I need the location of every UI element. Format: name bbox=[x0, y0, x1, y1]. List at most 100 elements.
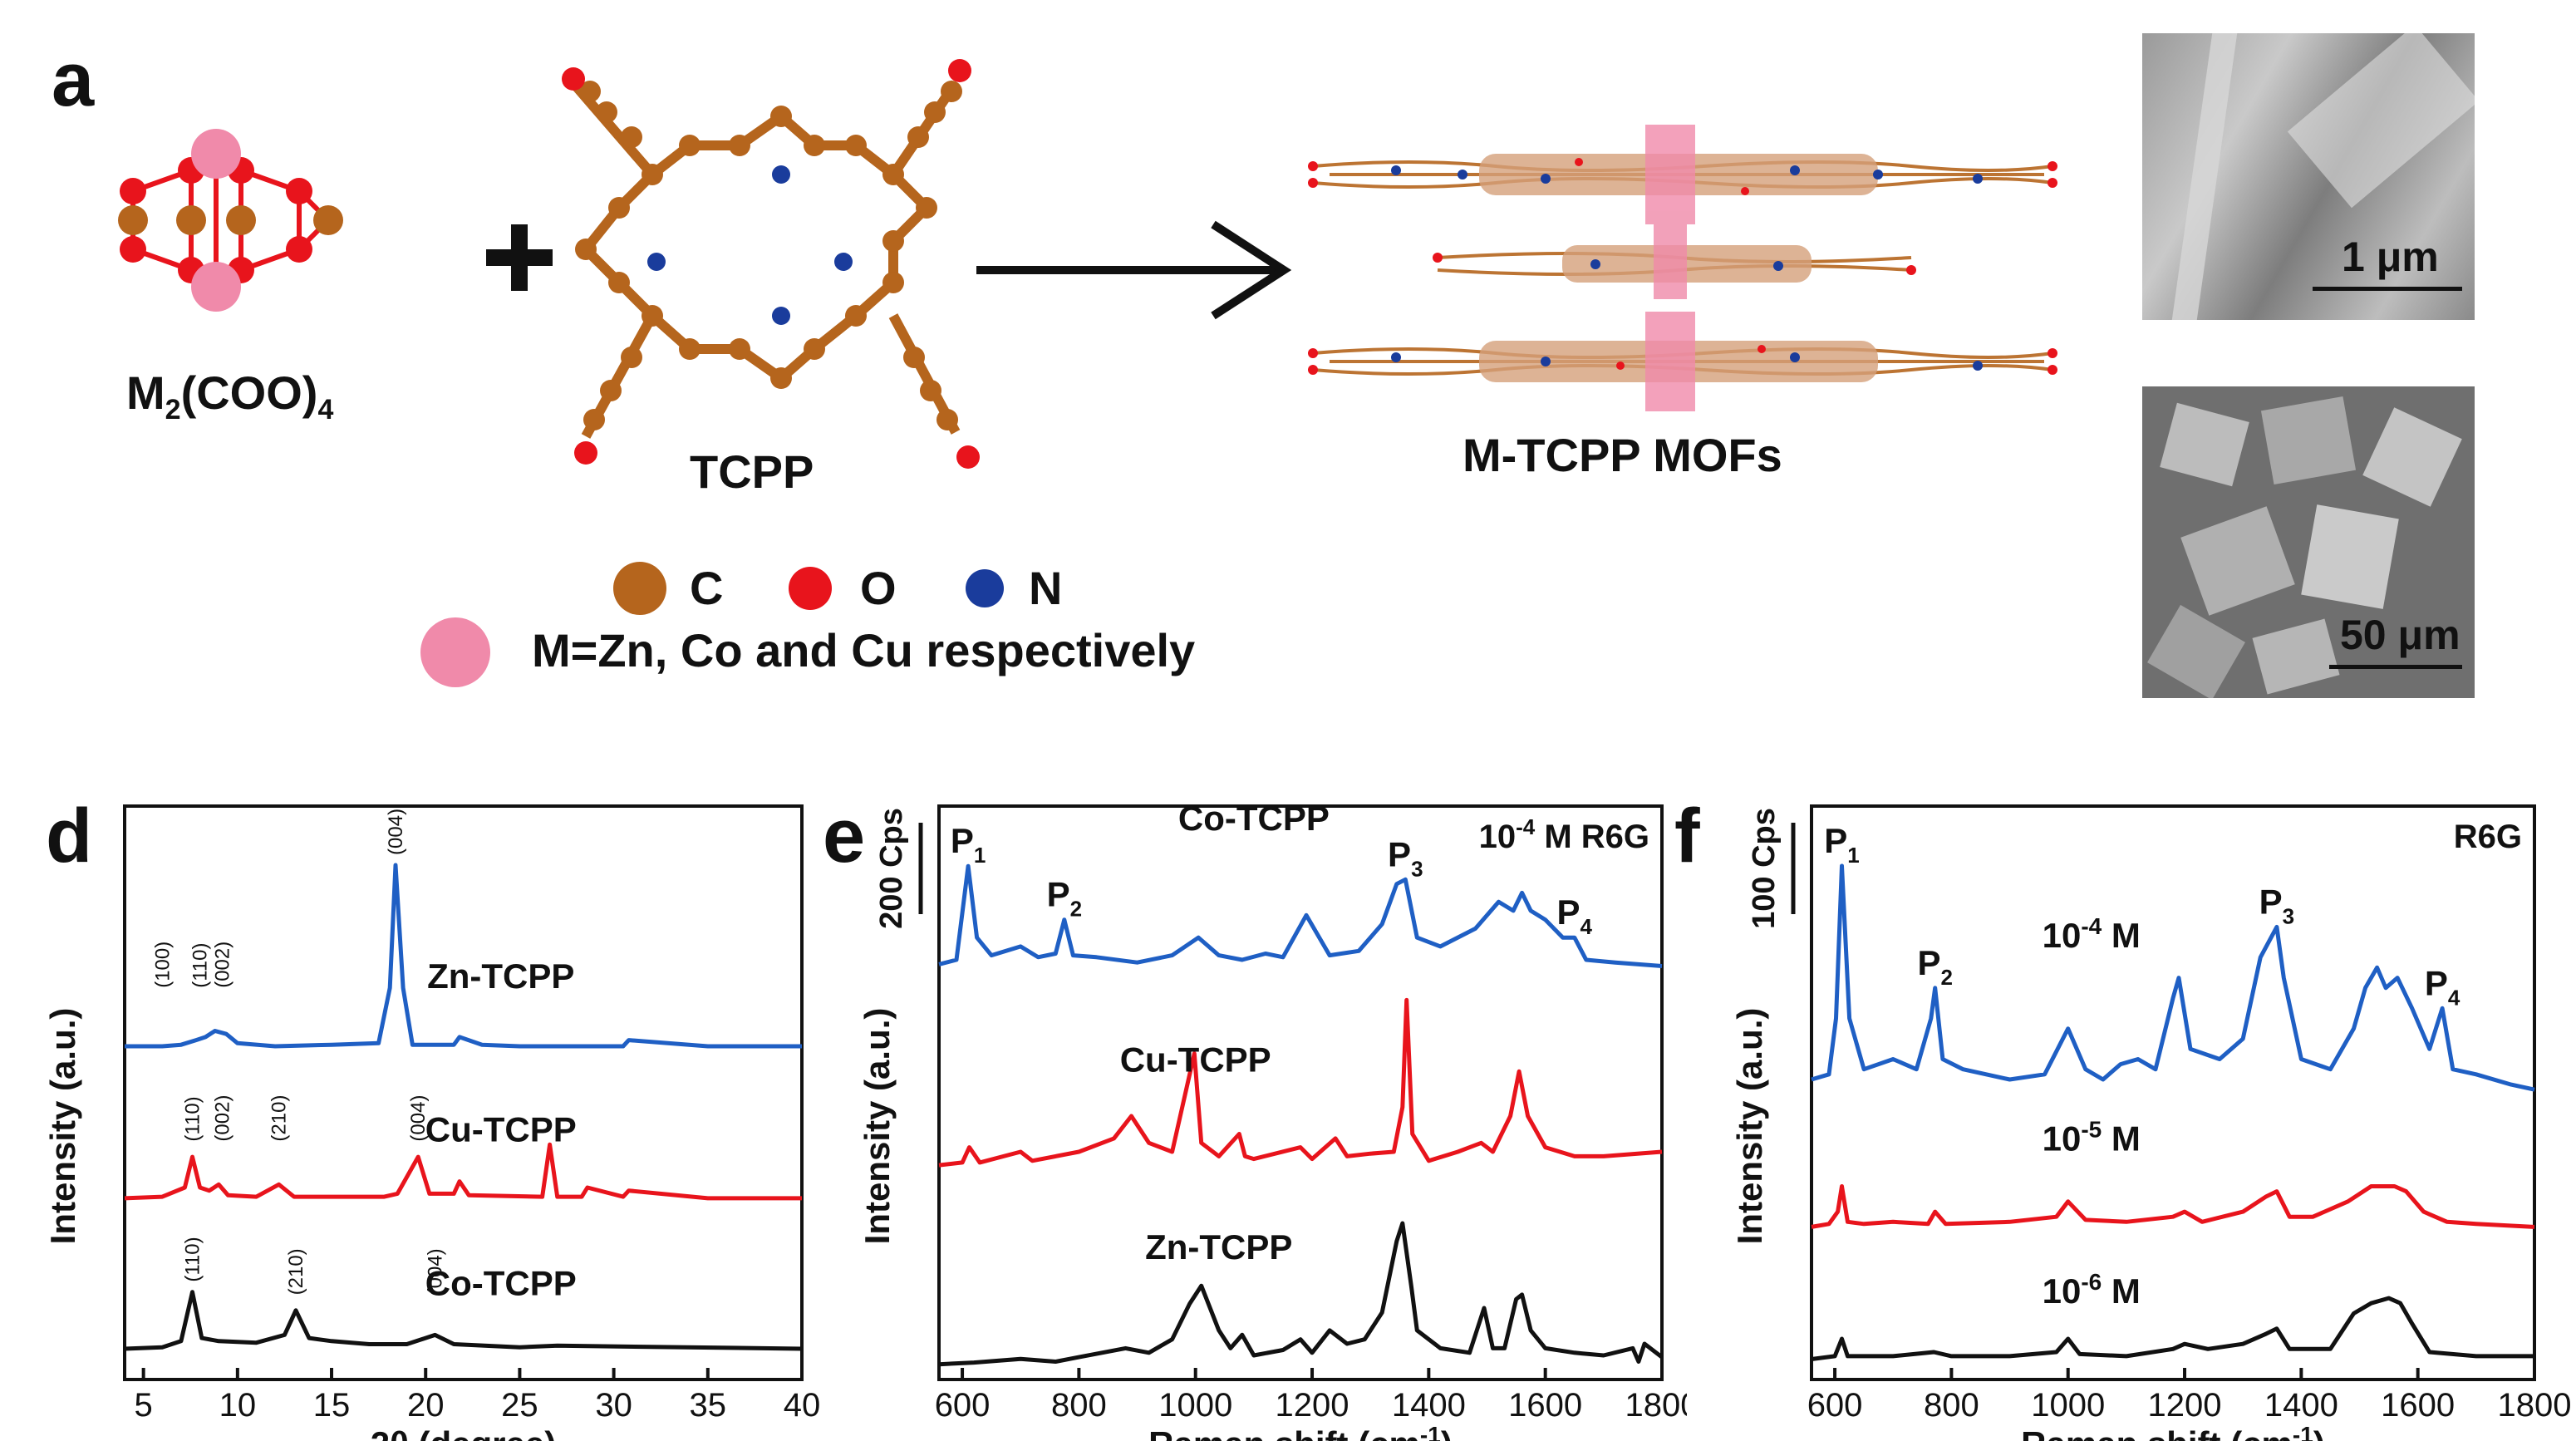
peak-label: P3 bbox=[1388, 834, 1423, 881]
peak-label: (110) bbox=[182, 1237, 204, 1281]
peak-label: P2 bbox=[1917, 943, 1952, 990]
peak-label-sub: 1 bbox=[1847, 843, 1859, 868]
peak-label: (210) bbox=[285, 1248, 307, 1295]
annotation-sup: -4 bbox=[1516, 814, 1536, 839]
x-tick-label: 1600 bbox=[1508, 1387, 1582, 1424]
series-line-1 bbox=[938, 997, 1663, 1168]
annotation-post: M R6G bbox=[1535, 819, 1649, 855]
series-label: Cu-TCPP bbox=[1120, 1040, 1271, 1079]
x-tick-label: 1000 bbox=[2031, 1387, 2105, 1424]
x-axis-label-end: ) bbox=[1441, 1424, 1453, 1441]
mof-layers-model bbox=[1308, 125, 2057, 411]
series-line-1 bbox=[124, 1142, 802, 1201]
x-tick-label: 10 bbox=[219, 1387, 257, 1424]
x-tick-label: 1400 bbox=[2264, 1387, 2338, 1424]
peak-label: P4 bbox=[1557, 893, 1593, 939]
series-label-sup: -4 bbox=[2081, 913, 2102, 939]
peak-label: (110) bbox=[189, 943, 212, 988]
x-tick-label: 1200 bbox=[1276, 1387, 1349, 1424]
x-tick-label: 40 bbox=[784, 1387, 821, 1424]
peak-label: P4 bbox=[2425, 963, 2460, 1010]
series-label: 10-6 M bbox=[2043, 1269, 2141, 1311]
series-line-0 bbox=[938, 863, 1663, 968]
series-line-2 bbox=[938, 1221, 1664, 1367]
series-label-sup: -6 bbox=[2081, 1269, 2102, 1295]
axes-frame bbox=[1810, 804, 2536, 1381]
peak-label: (210) bbox=[268, 1095, 291, 1142]
x-tick-label: 800 bbox=[1924, 1387, 1979, 1424]
peak-label: P3 bbox=[2259, 882, 2294, 928]
x-tick-label: 20 bbox=[407, 1387, 445, 1424]
series-label: Zn-TCPP bbox=[1145, 1227, 1292, 1266]
y-axis-label: Intensity (a.u.) bbox=[43, 1008, 82, 1245]
x-tick-label: 1200 bbox=[2148, 1387, 2222, 1424]
chart-annotation: 10-4 M R6G bbox=[1479, 814, 1649, 855]
peak-label: P2 bbox=[1047, 875, 1082, 922]
legend-oxygen: O bbox=[860, 562, 897, 614]
panel-label-d: d bbox=[46, 794, 93, 878]
sem-image-c: 50 μm bbox=[2142, 386, 2475, 698]
legend-carbon: C bbox=[690, 562, 724, 614]
reaction-arrow bbox=[976, 220, 1292, 320]
peak-label-sub: 4 bbox=[2448, 985, 2460, 1010]
x-axis-label-sup: -1 bbox=[1420, 1422, 1441, 1441]
peak-label-sub: 2 bbox=[1070, 897, 1082, 922]
x-tick-label: 1800 bbox=[2498, 1387, 2572, 1424]
x-tick-label: 35 bbox=[690, 1387, 727, 1424]
peak-label: (100) bbox=[151, 942, 174, 988]
series-line-2 bbox=[124, 1290, 803, 1351]
legend-metal: M=Zn, Co and Cu respectively bbox=[532, 624, 1196, 676]
peak-label: (004) bbox=[385, 809, 407, 855]
x-axis-label: Raman shift (cm-1) bbox=[2021, 1422, 2325, 1441]
series-label: Zn-TCPP bbox=[427, 957, 574, 996]
tcpp-molecule-model bbox=[562, 59, 980, 469]
peak-label: P1 bbox=[1824, 821, 1859, 868]
scale-bar-c bbox=[2329, 665, 2462, 669]
series-label: Cu-TCPP bbox=[425, 1110, 577, 1149]
peak-label: (004) bbox=[407, 1095, 430, 1142]
scale-label-c: 50 μm bbox=[2340, 612, 2460, 658]
tcpp-label: TCPP bbox=[690, 445, 814, 498]
peak-label: P1 bbox=[951, 821, 986, 868]
x-tick-label: 1800 bbox=[1625, 1387, 1687, 1424]
series-line-0 bbox=[125, 863, 802, 1049]
node-formula: M2(COO)4 bbox=[126, 366, 334, 426]
x-tick-label: 25 bbox=[501, 1387, 538, 1424]
scale-label-b: 1 μm bbox=[2342, 234, 2439, 280]
axes-frame bbox=[123, 804, 804, 1381]
xrd-chart-d: 5 10 15 20 25 30 35 40 2θ (degree) Intensity (a.u… bbox=[43, 804, 821, 1441]
x-axis-label: Raman shift (cm-1) bbox=[1148, 1422, 1453, 1441]
scale-bar-label: 200 Cps bbox=[874, 808, 909, 929]
x-tick-label: 600 bbox=[935, 1387, 991, 1424]
peak-label-sub: 3 bbox=[2283, 903, 2294, 928]
annotation-post: R6G bbox=[2454, 819, 2522, 855]
series-label: 10-4 M bbox=[2043, 913, 2141, 955]
scale-bar-label: 100 Cps bbox=[1747, 808, 1782, 929]
peak-label: (002) bbox=[212, 1095, 234, 1142]
peak-label-sub: 2 bbox=[1941, 965, 1953, 990]
product-label: M-TCPP MOFs bbox=[1463, 429, 1782, 481]
x-axis-label: 2θ (degree) bbox=[371, 1424, 556, 1441]
schematic-panel-a bbox=[118, 59, 2057, 687]
panel-label-f: f bbox=[1674, 794, 1700, 878]
x-axis-label-end: ) bbox=[2313, 1424, 2325, 1441]
peak-label: (002) bbox=[212, 942, 234, 988]
x-tick-label: 15 bbox=[313, 1387, 351, 1424]
series-label-post: M bbox=[2102, 1119, 2141, 1158]
x-tick-label: 1000 bbox=[1158, 1387, 1232, 1424]
series-line-1 bbox=[1811, 1184, 2535, 1229]
series-label: Co-TCPP bbox=[425, 1263, 577, 1302]
y-axis-label: Intensity (a.u.) bbox=[858, 1008, 897, 1245]
peak-label: (004) bbox=[425, 1248, 447, 1295]
raman-chart-f: 600 800 1000 1200 1400 1600 1800 Raman shift (c… bbox=[1730, 804, 2572, 1441]
peak-label: (110) bbox=[182, 1096, 204, 1141]
paddlewheel-atoms bbox=[118, 129, 343, 312]
axes-frame bbox=[937, 804, 1664, 1381]
raman-chart-e: 600 800 1000 1200 1400 1600 1800 Raman shift (c… bbox=[858, 799, 1687, 1441]
series-line-2 bbox=[1811, 1296, 2534, 1361]
series-label-post: M bbox=[2102, 1271, 2141, 1311]
legend-atoms bbox=[420, 562, 1004, 687]
series-label-post: M bbox=[2102, 916, 2141, 955]
y-axis-label: Intensity (a.u.) bbox=[1730, 1008, 1769, 1245]
series-label: Co-TCPP bbox=[1178, 799, 1330, 838]
